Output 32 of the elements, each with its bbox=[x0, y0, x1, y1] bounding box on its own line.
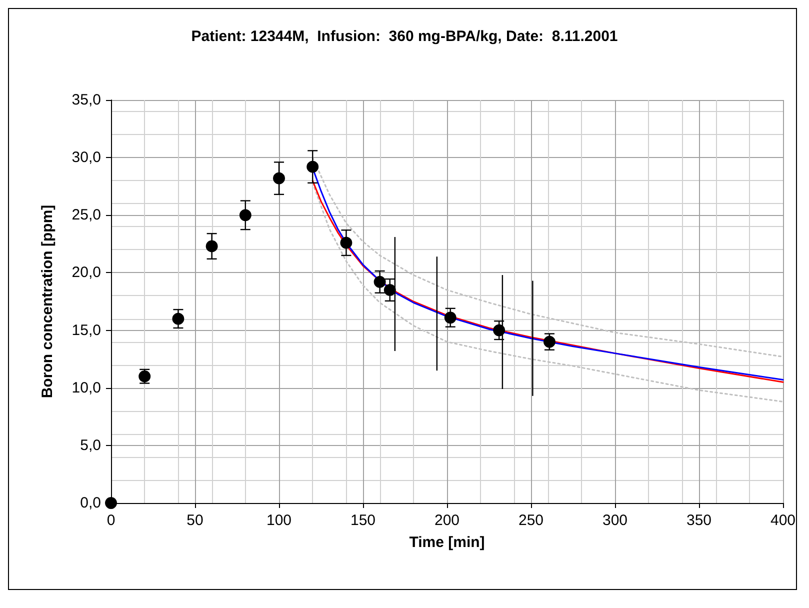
x-tick-label: 150 bbox=[350, 512, 376, 529]
point bbox=[172, 312, 184, 325]
x-tick-label: 50 bbox=[186, 512, 204, 529]
point bbox=[374, 276, 386, 288]
x-tick-label: 0 bbox=[106, 512, 116, 529]
point bbox=[340, 236, 352, 249]
x-tick-label: 100 bbox=[266, 512, 292, 529]
point bbox=[105, 497, 117, 509]
x-tick-label: 350 bbox=[686, 512, 712, 529]
y-tick-label: 20,0 bbox=[72, 264, 101, 282]
y-tick-label: 30,0 bbox=[72, 149, 101, 166]
point bbox=[444, 312, 456, 324]
y-tick-label: 5,0 bbox=[80, 436, 101, 454]
x-tick-label: 200 bbox=[434, 512, 460, 529]
y-tick-label: 10,0 bbox=[72, 379, 101, 396]
point bbox=[543, 336, 556, 348]
x-tick-label: 400 bbox=[770, 512, 796, 529]
y-axis-title: Boron concentration [ppm] bbox=[39, 204, 56, 398]
point bbox=[384, 284, 396, 296]
point bbox=[306, 160, 319, 173]
x-axis-title: Time [min] bbox=[409, 534, 485, 551]
x-tick-label: 300 bbox=[602, 512, 628, 529]
y-tick-label: 35,0 bbox=[72, 92, 101, 108]
point bbox=[206, 240, 218, 252]
x-tick-label: 250 bbox=[518, 512, 544, 529]
y-tick-label: 25,0 bbox=[72, 206, 101, 224]
point bbox=[273, 172, 285, 184]
chart-title: Patient: 12344M, Infusion: 360 mg-BPA/kg, Date: 8.11.2001 bbox=[191, 28, 618, 45]
point bbox=[239, 209, 252, 222]
y-tick-label: 0,0 bbox=[80, 494, 101, 512]
y-tick-label: 15,0 bbox=[72, 322, 101, 339]
point bbox=[493, 324, 506, 336]
